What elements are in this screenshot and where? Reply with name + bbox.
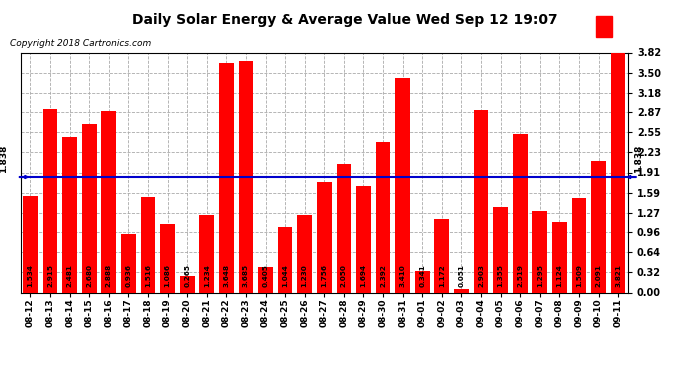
Text: 3.821: 3.821	[615, 265, 621, 288]
Bar	[552, 222, 566, 292]
Text: 0.341: 0.341	[420, 265, 425, 288]
Text: 1.838: 1.838	[0, 145, 8, 173]
Bar	[121, 234, 136, 292]
Bar	[356, 186, 371, 292]
Text: Daily Solar Energy & Average Value Wed Sep 12 19:07: Daily Solar Energy & Average Value Wed S…	[132, 13, 558, 27]
Bar	[376, 142, 391, 292]
Bar	[219, 63, 234, 292]
Bar	[82, 124, 97, 292]
Bar	[62, 136, 77, 292]
Bar	[571, 198, 586, 292]
Text: 1.516: 1.516	[145, 264, 151, 288]
Bar	[258, 267, 273, 292]
Text: 2.481: 2.481	[67, 265, 72, 288]
Text: 2.680: 2.680	[86, 264, 92, 288]
Bar	[297, 215, 312, 292]
Text: Daily  ($): Daily ($)	[616, 22, 662, 31]
Text: 2.091: 2.091	[595, 265, 602, 288]
Bar	[454, 289, 469, 292]
Bar	[160, 224, 175, 292]
Bar	[278, 227, 293, 292]
Text: 1.230: 1.230	[302, 265, 308, 288]
Text: 2.915: 2.915	[47, 264, 53, 288]
Text: 2.050: 2.050	[341, 265, 347, 288]
Text: 3.648: 3.648	[224, 264, 229, 288]
Bar	[141, 197, 155, 292]
Text: 0.051: 0.051	[458, 265, 464, 288]
Text: 3.410: 3.410	[400, 265, 406, 288]
Text: 0.405: 0.405	[262, 265, 268, 288]
Text: 1.086: 1.086	[165, 264, 170, 288]
Text: 1.295: 1.295	[537, 264, 543, 288]
Text: Copyright 2018 Cartronics.com: Copyright 2018 Cartronics.com	[10, 39, 152, 48]
Bar	[239, 61, 253, 292]
Text: 2.888: 2.888	[106, 264, 112, 288]
Bar	[611, 53, 625, 292]
Text: 1.534: 1.534	[28, 265, 34, 288]
Bar	[337, 164, 351, 292]
Bar	[43, 110, 57, 292]
Text: 3.685: 3.685	[243, 264, 249, 288]
Text: 1.355: 1.355	[497, 264, 504, 288]
Text: 2.519: 2.519	[518, 264, 523, 288]
Bar	[395, 78, 410, 292]
Text: 1.172: 1.172	[439, 265, 445, 288]
Text: 0.936: 0.936	[126, 264, 131, 288]
Bar	[180, 276, 195, 292]
Bar	[513, 134, 528, 292]
Text: 1.756: 1.756	[322, 264, 327, 288]
Bar	[317, 182, 332, 292]
Text: 1.124: 1.124	[556, 265, 562, 288]
Bar	[435, 219, 449, 292]
Text: 1.234: 1.234	[204, 265, 210, 288]
Text: 0.265: 0.265	[184, 264, 190, 288]
Bar	[533, 211, 547, 292]
Bar	[415, 271, 430, 292]
Bar	[101, 111, 116, 292]
Text: 1.509: 1.509	[576, 264, 582, 288]
Bar	[199, 215, 214, 292]
Bar	[595, 16, 612, 37]
Text: 2.392: 2.392	[380, 265, 386, 288]
Text: 1.044: 1.044	[282, 265, 288, 288]
Text: Average ($): Average ($)	[502, 22, 562, 31]
Bar	[473, 110, 489, 292]
Text: 2.903: 2.903	[478, 265, 484, 288]
Bar	[23, 196, 38, 292]
Bar	[493, 207, 508, 292]
Text: 1.694: 1.694	[360, 264, 366, 288]
Bar	[591, 161, 606, 292]
Text: 1.838: 1.838	[633, 145, 643, 173]
